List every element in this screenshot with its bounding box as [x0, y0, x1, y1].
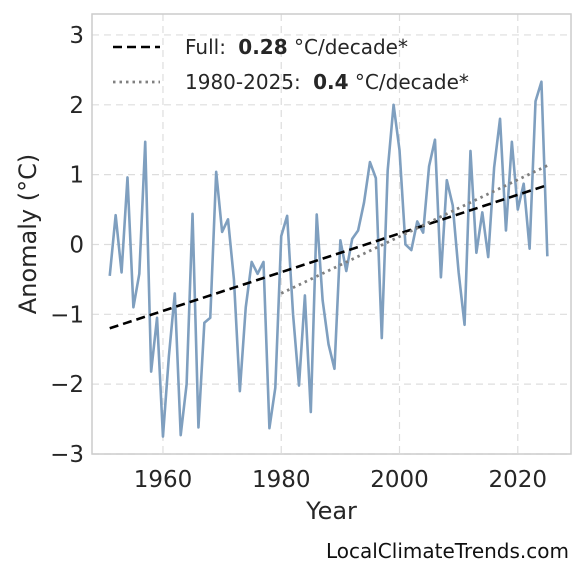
y-ticks: −3 −2 −1 0 1 2 3 — [50, 23, 84, 468]
site-watermark: LocalClimateTrends.com — [325, 539, 569, 563]
legend: Full: 0.28 °C/decade* 1980-2025: 0.4 °C/… — [113, 35, 469, 94]
y-tick-label: 3 — [69, 23, 84, 49]
series-layer — [108, 80, 549, 438]
y-tick-label: −1 — [50, 302, 84, 328]
y-tick-label: 2 — [69, 93, 84, 119]
y-tick-label: −2 — [50, 372, 84, 398]
legend-full-rate: 0.28 — [238, 35, 287, 59]
x-tick-label: 1980 — [252, 467, 311, 493]
legend-recent-label: 1980-2025: — [185, 70, 301, 94]
y-tick-label: 0 — [69, 232, 84, 258]
legend-recent-unit: °C/decade* — [355, 70, 469, 94]
plot-frame — [91, 13, 572, 455]
temperature-anomaly-line — [108, 80, 549, 438]
legend-recent-rate: 0.4 — [313, 70, 348, 94]
x-tick-label: 2000 — [370, 467, 429, 493]
legend-full-unit: °C/decade* — [294, 35, 408, 59]
x-ticks: 1960 1980 2000 2020 — [134, 467, 547, 493]
x-axis-label: Year — [305, 497, 357, 525]
y-tick-label: −3 — [50, 442, 84, 468]
x-tick-label: 1960 — [134, 467, 193, 493]
y-axis-label: Anomaly (°C) — [14, 154, 42, 314]
full-trend-line — [109, 183, 548, 330]
legend-entry-recent: 1980-2025: 0.4 °C/decade* — [185, 70, 469, 94]
x-tick-label: 2020 — [489, 467, 548, 493]
y-tick-label: 1 — [69, 163, 84, 189]
legend-entry-full: Full: 0.28 °C/decade* — [185, 35, 408, 59]
legend-full-label: Full: — [185, 35, 226, 59]
